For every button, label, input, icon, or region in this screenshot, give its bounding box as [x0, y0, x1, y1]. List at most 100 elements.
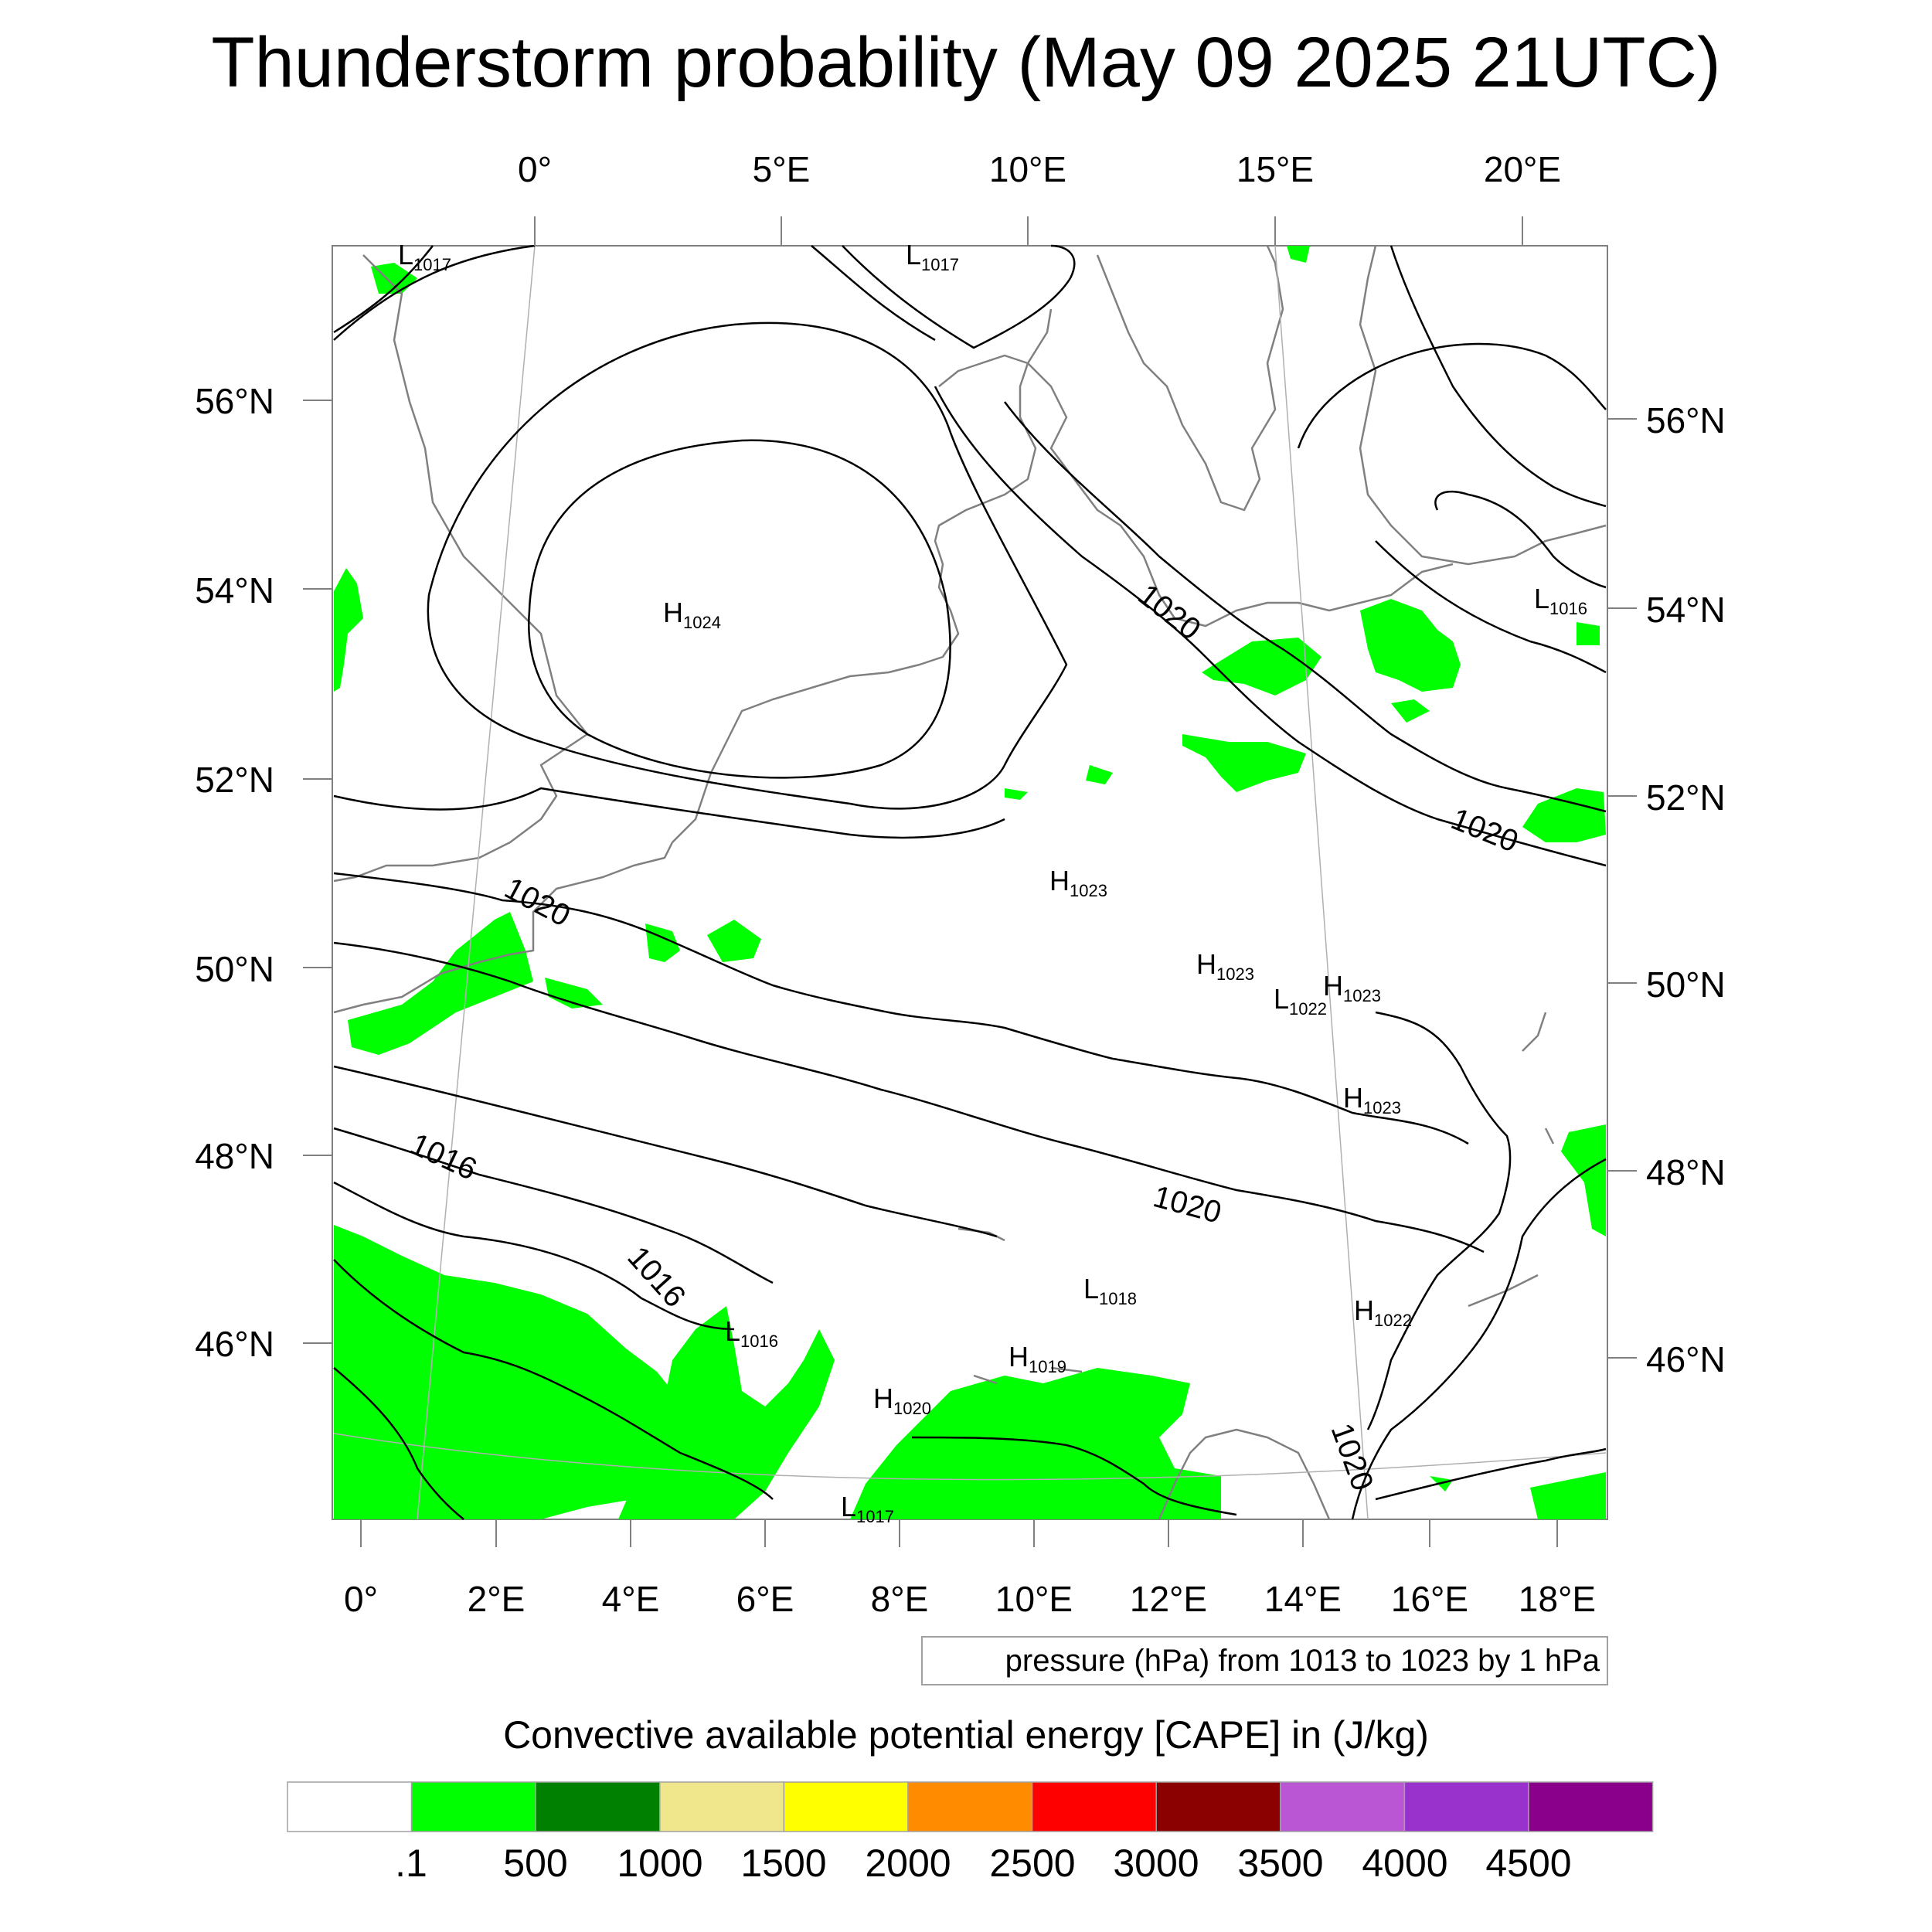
coast-france-north [333, 842, 674, 1014]
lat-label: 56°N [1646, 400, 1726, 440]
lon-label: 0° [518, 149, 552, 189]
lat-label: 48°N [195, 1136, 274, 1176]
isobar-ring-3 [333, 244, 1005, 839]
colorbar-box [659, 1781, 785, 1832]
contour-info-box: pressure (hPa) from 1013 to 1023 by 1 hP… [921, 1636, 1608, 1685]
pressure-center-L: L1016 [1534, 583, 1587, 618]
colorbar: Convective available potential energy [C… [287, 1713, 1654, 1885]
lon-label: 10°E [989, 149, 1066, 189]
lat-label: 46°N [195, 1324, 274, 1364]
colorbar-tick-label: 4500 [1485, 1842, 1571, 1885]
isobar-northeast-3 [1375, 245, 1607, 674]
coast-baltic-east [1359, 245, 1607, 566]
lon-label: 16°E [1391, 1579, 1468, 1619]
coast-denmark [938, 354, 1454, 628]
colorbar-tick-label: 1500 [740, 1842, 826, 1885]
colorbar-box [1155, 1781, 1281, 1832]
cape-area-channel [348, 912, 533, 1055]
colorbar-tick-label: .1 [395, 1842, 427, 1885]
isobar-north-2 [842, 244, 1076, 349]
lat-label: 46°N [1646, 1339, 1726, 1379]
left-ticks [303, 400, 332, 1344]
pressure-center-H: H1023 [1049, 865, 1107, 900]
colorbar-tick-label: 500 [503, 1842, 567, 1885]
lon-label: 18°E [1519, 1579, 1596, 1619]
isobar-southeast [1351, 1158, 1607, 1520]
colorbar-box [535, 1781, 661, 1832]
colorbar-box [783, 1781, 909, 1832]
lon-label: 6°E [736, 1579, 794, 1619]
lat-label: 54°N [1646, 590, 1726, 630]
right-latitude-labels: 56°N 54°N 52°N 50°N 48°N 46°N [1646, 400, 1726, 1379]
lon-label: 20°E [1484, 149, 1561, 189]
pressure-center-H: H1020 [873, 1383, 931, 1418]
isobar-central-2 [333, 941, 1485, 1253]
pressure-center-L: L1017 [906, 239, 959, 274]
pressure-center-L: L1016 [725, 1315, 778, 1351]
isobar-ring-2 [427, 321, 1068, 810]
pressure-center-H: H1019 [1009, 1341, 1066, 1376]
isobar-south-2 [333, 1259, 774, 1500]
colorbar-tick-label: 4000 [1362, 1842, 1447, 1885]
isobar-central-1 [333, 872, 1469, 1145]
map-title: Thunderstorm probability (May 09 2025 21… [211, 23, 1720, 102]
lat-label: 54°N [195, 570, 274, 611]
graticule [333, 245, 1607, 1520]
colorbar-box [1280, 1781, 1406, 1832]
pressure-center-L: L1017 [841, 1491, 894, 1526]
isobar-central-4 [333, 1127, 774, 1284]
pressure-center-H: H1022 [1354, 1294, 1412, 1330]
left-latitude-labels: 56°N 54°N 52°N 50°N 48°N 46°N [195, 381, 274, 1364]
colorbar-tick-label: 3500 [1237, 1842, 1323, 1885]
isobar-south-3 [333, 1367, 1237, 1520]
bottom-ticks [360, 1519, 1558, 1547]
colorbar-tick-label: 1000 [617, 1842, 702, 1885]
coast-great-britain [333, 254, 589, 883]
lon-label: 10°E [995, 1579, 1073, 1619]
top-ticks [534, 216, 1523, 246]
coast-low-countries [672, 308, 1053, 843]
lon-label: 12°E [1130, 1579, 1207, 1619]
colorbar-box [1031, 1781, 1157, 1832]
coast-sweden [1096, 245, 1284, 512]
lat-label: 50°N [195, 949, 274, 989]
lon-label: 0° [344, 1579, 378, 1619]
isobar-south-1 [333, 1181, 735, 1331]
isobar-northeast [934, 386, 1607, 867]
colorbar-box [410, 1781, 536, 1832]
lon-label: 2°E [468, 1579, 526, 1619]
lon-label: 5°E [753, 149, 811, 189]
contour-info-text: pressure (hPa) from 1013 to 1023 by 1 hP… [1005, 1644, 1600, 1678]
top-longitude-labels: 0° 5°E 10°E 15°E 20°E [518, 149, 1561, 189]
colorbar-tick-label: 3000 [1113, 1842, 1199, 1885]
cape-area-belgium [545, 920, 761, 1009]
lat-label: 52°N [1646, 777, 1726, 818]
parallel-45N [333, 1433, 1607, 1481]
colorbar-tick-labels: .1 500 1000 1500 2000 2500 3000 3500 400… [395, 1842, 1571, 1885]
cape-area-alps-south [850, 1368, 1221, 1519]
lon-label: 14°E [1264, 1579, 1342, 1619]
isobar-central-3 [333, 1065, 998, 1238]
map-panel: L1017 L1017 H1024 L1016 H1023 H1023 L102… [332, 239, 1608, 1526]
cape-area-northeast-b [1360, 599, 1461, 723]
colorbar-tick-label: 2000 [865, 1842, 951, 1885]
colorbar-box [907, 1781, 1033, 1832]
pressure-center-H: H1023 [1343, 1082, 1401, 1117]
pressure-center-H: H1023 [1323, 970, 1381, 1005]
cape-area-northeast-a [1182, 638, 1321, 792]
colorbar-box [287, 1781, 413, 1832]
lat-label: 50°N [1646, 964, 1726, 1005]
isobars [333, 244, 1607, 1520]
isobar-northeast-4 [1297, 342, 1607, 589]
cape-area-westedge [334, 568, 363, 692]
colorbar-tick-label: 2500 [989, 1842, 1075, 1885]
axis-ticks [303, 216, 1637, 1547]
lon-label: 15°E [1236, 149, 1314, 189]
isobar-east-loop [1366, 1011, 1512, 1430]
isobar-northeast-2 [1004, 401, 1607, 813]
cape-area-east-edge [1522, 622, 1606, 1236]
lat-label: 52°N [195, 760, 274, 800]
meridian-0 [417, 245, 536, 1520]
lon-label: 4°E [602, 1579, 660, 1619]
right-ticks [1607, 418, 1637, 1359]
